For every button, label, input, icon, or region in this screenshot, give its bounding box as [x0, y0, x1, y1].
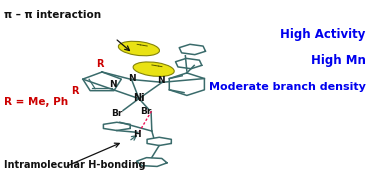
- Text: N: N: [128, 74, 135, 83]
- Text: H: H: [133, 130, 141, 139]
- Ellipse shape: [118, 41, 159, 56]
- Text: R = Me, Ph: R = Me, Ph: [4, 97, 68, 107]
- Text: R: R: [97, 60, 104, 70]
- Text: Br: Br: [141, 107, 152, 116]
- Text: N: N: [109, 80, 117, 89]
- Text: Br: Br: [111, 109, 122, 118]
- Ellipse shape: [133, 62, 174, 76]
- Text: High Mn: High Mn: [311, 54, 366, 67]
- Text: Moderate branch density: Moderate branch density: [209, 82, 366, 92]
- Text: π – π interaction: π – π interaction: [4, 10, 101, 20]
- Text: Intramolecular H-bonding: Intramolecular H-bonding: [4, 160, 146, 170]
- Text: Ni: Ni: [133, 93, 145, 103]
- Text: High Activity: High Activity: [280, 28, 366, 41]
- Text: N: N: [157, 76, 165, 85]
- Text: R: R: [71, 86, 78, 96]
